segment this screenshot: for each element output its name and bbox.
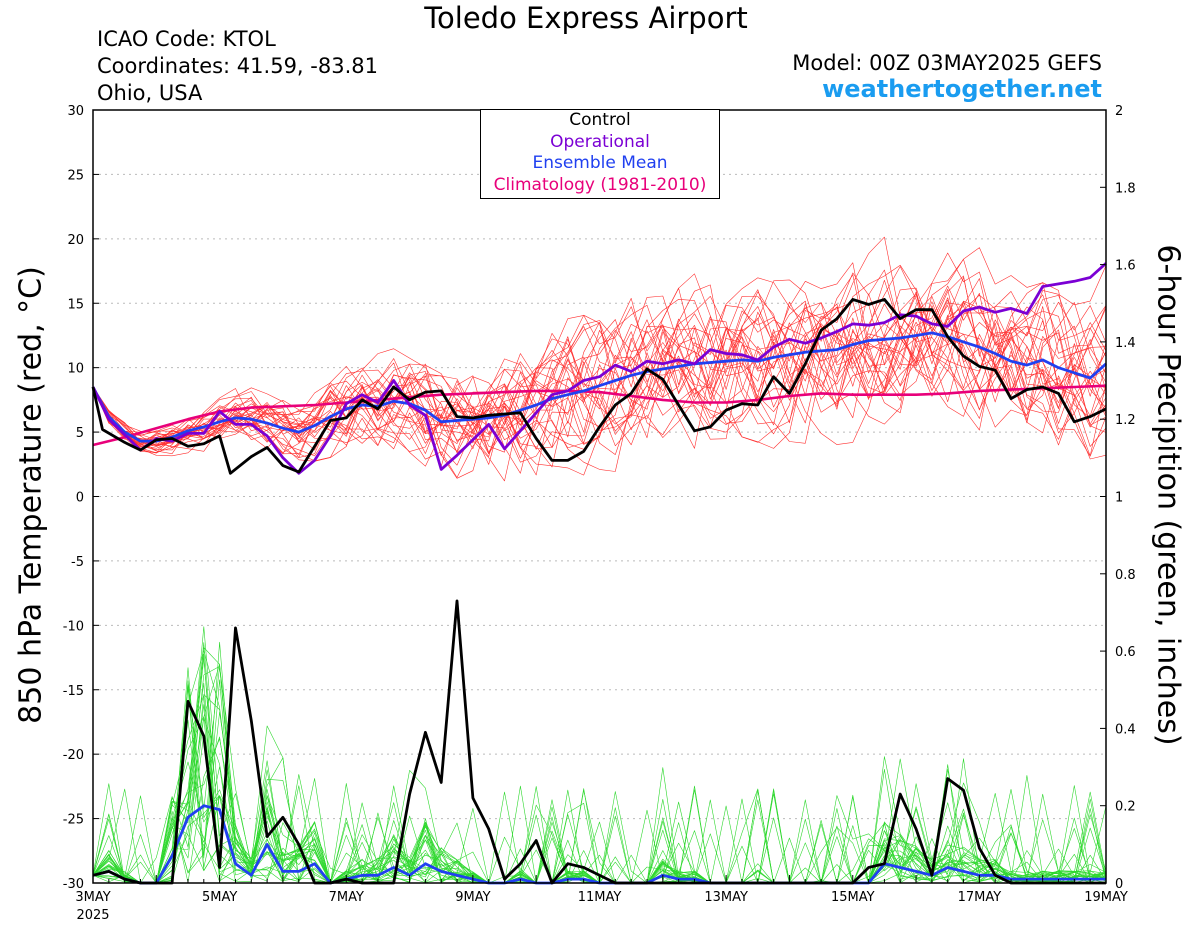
y-tick-label: -20 [63,748,84,763]
temperature-member-line [92,266,1107,438]
temperature-member-line [92,247,1107,476]
y-tick-label: -15 [63,684,84,699]
precip-member-line [92,666,1107,884]
y-axis-label-temperature: 850 hPa Temperature (red, °C) [13,266,49,724]
temperature-member-line [92,265,1107,458]
temperature-member-line [92,262,1107,467]
series [91,262,1107,885]
y-tick-label: 0 [76,491,84,506]
y-tick-label: -25 [63,813,84,828]
x-tick-sublabel: 2025 [76,908,109,923]
climatology-line [92,384,1107,447]
y-tick-label: 5 [76,426,84,441]
legend-entry-ensemble-mean: Ensemble Mean [532,153,668,173]
precip-member-line [92,658,1107,884]
grid [93,109,1106,884]
y-tick-label: 30 [67,104,84,119]
temperature-member-line [92,258,1107,462]
site-link[interactable]: weathertogether.net [822,75,1102,103]
temperature-ensemble-mean-line [91,331,1107,443]
x-tick-label: 13MAY [704,890,748,905]
y-tick-label: 20 [67,233,84,248]
y2-tick-label: 1.2 [1115,413,1136,428]
temperature-member-line [92,236,1107,459]
y2-tick-label: 0.2 [1115,800,1136,815]
y-tick-label: -5 [71,555,84,570]
y-tick-label: -10 [63,619,84,634]
x-tick-label: 11MAY [578,890,622,905]
temperature-member-line [92,302,1107,447]
y-tick-label: -30 [63,877,84,892]
chart-title: Toledo Express Airport [424,1,748,35]
temperature-member-line [92,279,1107,482]
y2-tick-label: 1 [1115,491,1123,506]
x-tick-label: 15MAY [831,890,875,905]
axes: 302520151050-5-10-15-20-25-3021.81.61.41… [63,104,1136,923]
x-tick-label: 7MAY [329,890,364,905]
temperature-member-line [92,276,1107,454]
precip-members [92,626,1107,884]
y2-tick-label: 0 [1115,877,1123,892]
precip-control-line [92,599,1106,885]
y2-tick-label: 0.4 [1115,722,1136,737]
temperature-members [92,236,1107,482]
region: Ohio, USA [97,81,203,105]
y2-tick-label: 1.8 [1115,181,1136,196]
y-axis-label-precipitation: 6-hour Precipition (green, inches) [1150,244,1186,746]
precip-member-line [92,758,1107,884]
x-tick-label: 3MAY [75,890,110,905]
coordinates: Coordinates: 41.59, -83.81 [97,54,378,78]
temperature-member-line [92,289,1107,443]
x-tick-label: 19MAY [1084,890,1128,905]
legend-entry-operational: Operational [550,131,650,152]
model-run: Model: 00Z 03MAY2025 GEFS [792,51,1102,75]
icao-code: ICAO Code: KTOL [97,27,276,51]
y2-tick-label: 0.6 [1115,645,1136,660]
legend-entry-climatology: Climatology (1981-2010) [493,174,707,195]
x-tick-label: 17MAY [958,890,1002,905]
y2-tick-label: 2 [1115,104,1123,119]
x-tick-label: 9MAY [455,890,490,905]
x-tick-label: 5MAY [202,890,237,905]
temperature-control-line [91,297,1107,475]
temperature-member-line [92,293,1107,453]
y-tick-label: 15 [67,297,84,312]
temperature-member-line [92,269,1107,457]
y-tick-label: 10 [67,362,84,377]
y2-tick-label: 0.8 [1115,568,1136,583]
y2-tick-label: 1.4 [1115,336,1136,351]
temperature-operational-line [91,262,1107,475]
legend: Control Operational Ensemble Mean Climat… [480,109,720,199]
y-tick-label: 25 [67,168,84,183]
y2-tick-label: 1.6 [1115,259,1136,274]
legend-entry-control: Control [569,110,631,130]
